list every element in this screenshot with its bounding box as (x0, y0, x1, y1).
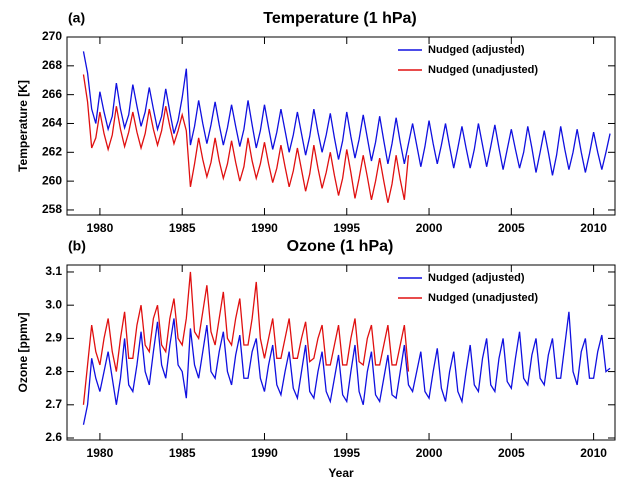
y-tick-label: 3.0 (45, 297, 62, 311)
y-tick-label: 2.6 (45, 430, 62, 444)
y-tick-label: 3.1 (45, 264, 62, 278)
panel-label: (b) (68, 238, 86, 254)
y-tick-label: 270 (42, 29, 62, 43)
series-line (82, 311, 611, 425)
plot-frame (66, 36, 616, 216)
series-line (82, 271, 410, 405)
x-axis-label: Year (328, 466, 354, 480)
y-tick-label: 2.7 (45, 397, 62, 411)
x-tick-label: 1990 (251, 446, 278, 460)
x-tick-label: 1995 (333, 446, 360, 460)
x-tick-label: 2005 (498, 446, 525, 460)
chart-title: Ozone (1 hPa) (287, 238, 394, 255)
series-line (82, 51, 611, 176)
x-tick-label: 1990 (251, 221, 278, 235)
y-tick-label: 2.8 (45, 364, 62, 378)
x-tick-label: 1980 (87, 446, 114, 460)
x-tick-label: 2010 (580, 221, 607, 235)
y-tick-label: 260 (42, 173, 62, 187)
y-tick-label: 268 (42, 58, 62, 72)
x-tick-label: 1995 (333, 221, 360, 235)
y-axis-label: Temperature [K] (16, 80, 30, 172)
legend-label: Nudged (unadjusted) (428, 292, 538, 304)
chart-title: Temperature (1 hPa) (263, 10, 417, 27)
x-tick-label: 2010 (580, 446, 607, 460)
legend-label: Nudged (adjusted) (428, 44, 525, 56)
x-tick-label: 1985 (169, 446, 196, 460)
legend-label: Nudged (adjusted) (428, 272, 525, 284)
y-tick-label: 264 (42, 116, 62, 130)
legend-label: Nudged (unadjusted) (428, 64, 538, 76)
plot-frame (66, 264, 616, 441)
series-line (82, 74, 410, 203)
x-tick-label: 2005 (498, 221, 525, 235)
y-tick-label: 2.9 (45, 331, 62, 345)
y-tick-label: 262 (42, 144, 62, 158)
x-tick-label: 2000 (416, 446, 443, 460)
x-tick-label: 2000 (416, 221, 443, 235)
panel-label: (a) (68, 10, 85, 26)
x-tick-label: 1985 (169, 221, 196, 235)
y-tick-label: 258 (42, 202, 62, 216)
y-axis-label: Ozone [ppmv] (16, 312, 30, 392)
y-tick-label: 266 (42, 87, 62, 101)
x-tick-label: 1980 (87, 221, 114, 235)
